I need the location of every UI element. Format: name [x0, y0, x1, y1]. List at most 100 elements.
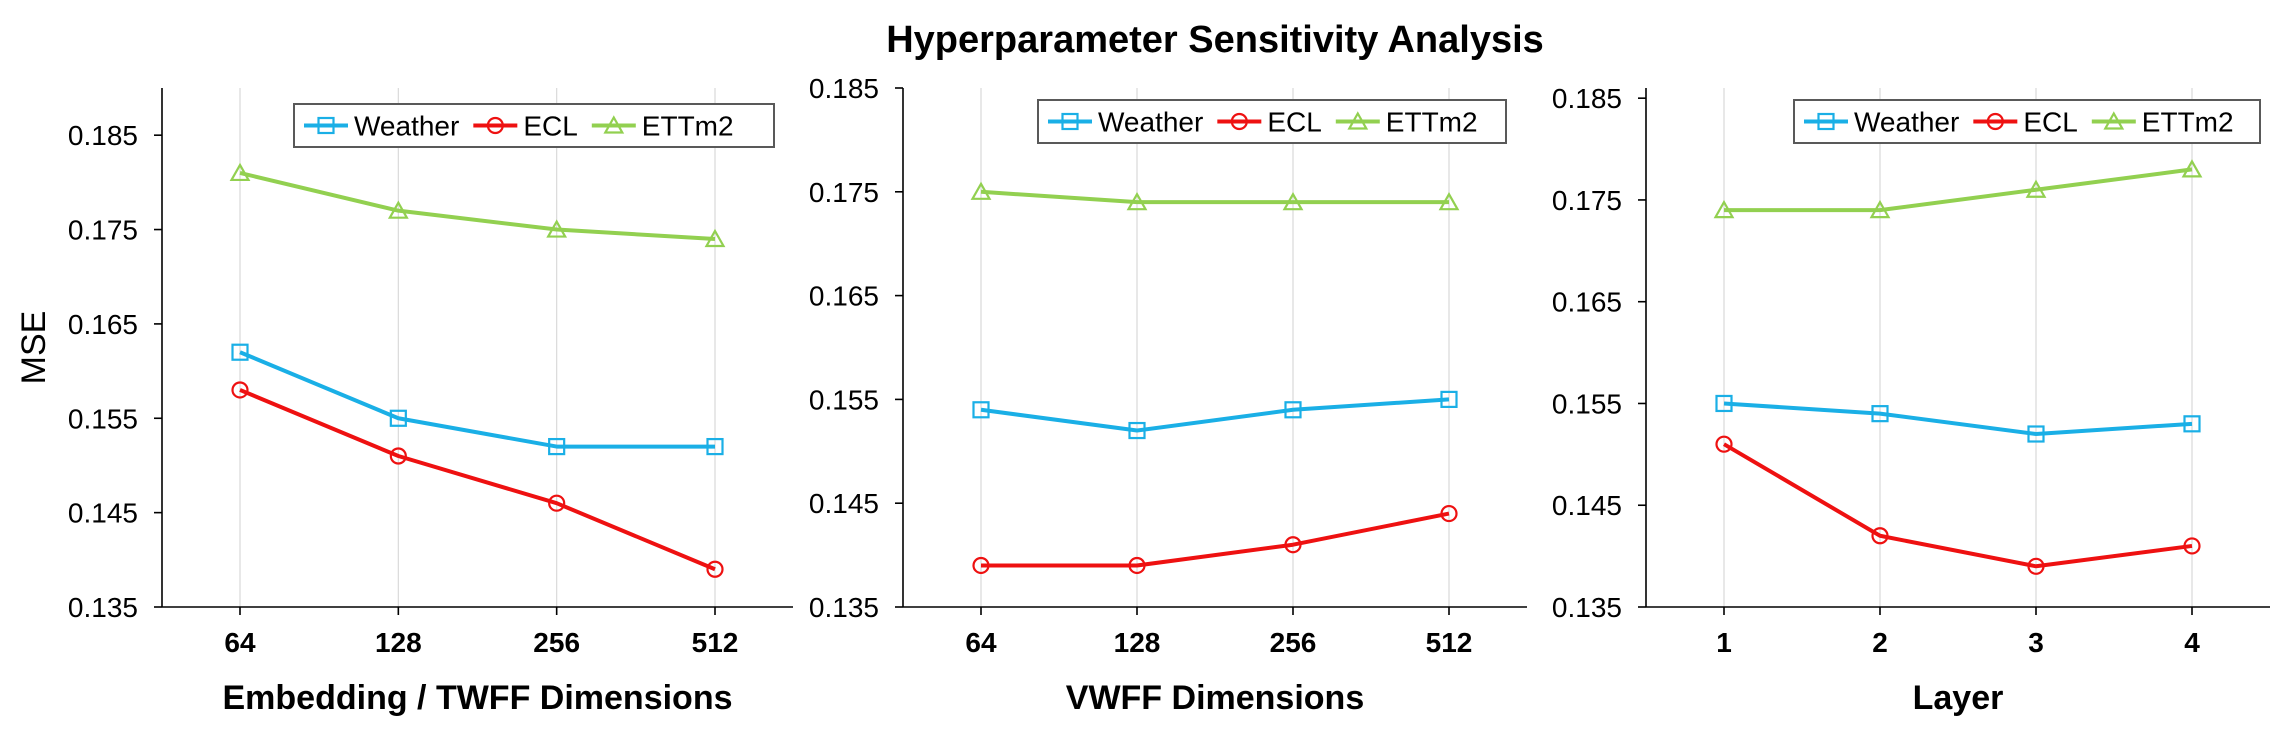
legend-box [1793, 99, 2261, 144]
legend-label-ettm2: ETTm2 [1386, 107, 1478, 138]
data-point-weather [1128, 421, 1146, 440]
legend-label-weather: Weather [1854, 107, 1959, 138]
y-tick-label: 0.145 [68, 498, 138, 529]
legend: Weather ECL ETTm2 [1793, 99, 2261, 144]
data-point-ecl [972, 556, 990, 575]
data-point-ettm2 [2025, 179, 2047, 198]
data-point-weather [706, 437, 724, 456]
x-axis-label: VWFF Dimensions [1066, 679, 1364, 717]
legend-marker-ecl [486, 116, 504, 135]
legend-box [1037, 99, 1507, 144]
legend-marker-ecl [1230, 112, 1248, 131]
legend-label-ettm2: ETTm2 [2142, 107, 2234, 138]
chart-panel-2: 0.135 0.145 0.155 0.165 0.175 0.185 64 128 256 51… [809, 73, 1527, 717]
legend-marker-weather [1817, 112, 1835, 131]
legend-marker-ettm2 [603, 115, 625, 134]
data-point-weather [2027, 425, 2045, 443]
y-tick-label: 0.165 [809, 281, 879, 312]
data-point-weather [1284, 401, 1302, 419]
data-point-ettm2 [1438, 191, 1460, 211]
legend-label-ecl: ECL [2023, 107, 2077, 138]
y-tick-label: 0.185 [68, 120, 138, 151]
data-point-ettm2 [704, 228, 726, 248]
legend-label-ettm2: ETTm2 [642, 111, 734, 142]
data-point-weather [972, 401, 990, 419]
x-tick-label: 64 [224, 627, 256, 658]
legend-marker-weather [317, 116, 335, 135]
x-tick-label: 512 [692, 627, 739, 658]
y-tick-label: 0.155 [809, 384, 879, 415]
data-point-weather [231, 343, 249, 361]
data-point-ettm2 [1713, 199, 1735, 219]
data-point-ecl [548, 494, 566, 512]
x-tick-label: 1 [1716, 627, 1732, 658]
x-tick-label: 64 [965, 627, 997, 658]
data-point-weather [1440, 390, 1458, 408]
legend-marker-ettm2 [2103, 111, 2125, 130]
legend-marker-ecl [1986, 112, 2004, 131]
data-point-ecl [1440, 504, 1458, 523]
y-tick-label: 0.165 [1552, 287, 1622, 318]
legend-marker-ettm2 [1347, 111, 1369, 130]
x-tick-label: 4 [2184, 627, 2200, 658]
data-point-weather [548, 437, 566, 456]
data-point-ecl [1284, 536, 1302, 554]
x-tick-label: 128 [375, 627, 422, 658]
x-axis-label: Layer [1913, 679, 2004, 717]
x-tick-label: 128 [1114, 627, 1161, 658]
y-tick-label: 0.145 [1552, 490, 1622, 521]
y-tick-label: 0.135 [68, 592, 138, 623]
series-line-ecl [1722, 442, 2193, 569]
y-tick-label: 0.155 [1552, 388, 1622, 419]
data-point-ettm2 [229, 162, 251, 182]
x-tick-label: 512 [1426, 627, 1473, 658]
charts: 0.135 0.145 0.155 0.165 0.175 0.185 64 128 256 51… [15, 73, 2270, 717]
y-tick-label: 0.135 [1552, 592, 1622, 623]
series-line-ettm2 [239, 170, 716, 241]
data-point-weather [1715, 394, 1733, 413]
data-point-ecl [2027, 557, 2045, 575]
data-point-ettm2 [970, 181, 992, 200]
data-point-ettm2 [1126, 191, 1148, 211]
series-line-ecl [981, 511, 1450, 568]
data-point-ettm2 [1282, 191, 1304, 211]
x-tick-label: 3 [2028, 627, 2044, 658]
data-point-ettm2 [1869, 199, 1891, 219]
y-tick-label: 0.185 [809, 73, 879, 104]
y-tick-label: 0.135 [809, 592, 879, 623]
chart-panel-3: 0.135 0.145 0.155 0.165 0.175 0.185 1 2 3 4 Layer W… [1552, 83, 2270, 717]
data-point-ecl [389, 447, 407, 465]
series-line-weather [980, 397, 1450, 433]
data-point-ettm2 [2181, 159, 2203, 178]
data-point-weather [1871, 405, 1889, 423]
data-point-weather [2183, 415, 2201, 433]
y-tick-label: 0.175 [68, 215, 138, 246]
series-line-ettm2 [980, 189, 1449, 205]
legend-label-ecl: ECL [1267, 107, 1321, 138]
y-tick-label: 0.185 [1552, 83, 1622, 114]
legend-marker-weather [1061, 112, 1079, 131]
y-tick-label: 0.165 [68, 309, 138, 340]
series-line-weather [1723, 401, 2193, 436]
x-tick-label: 256 [533, 627, 580, 658]
x-tick-label: 2 [1872, 627, 1888, 658]
y-tick-label: 0.145 [809, 488, 879, 519]
legend-box [293, 103, 775, 148]
y-tick-label: 0.175 [809, 177, 879, 208]
legend-label-weather: Weather [354, 111, 459, 142]
data-point-ecl [1715, 435, 1733, 453]
data-point-ecl [1871, 527, 1889, 545]
legend: Weather ECL ETTm2 [1037, 99, 1507, 144]
series-line-ettm2 [1724, 167, 2193, 213]
y-tick-label: 0.175 [1552, 185, 1622, 216]
series-line-ecl [239, 388, 716, 572]
x-tick-label: 256 [1270, 627, 1317, 658]
legend-label-ecl: ECL [523, 111, 577, 142]
chart-panel-1: 0.135 0.145 0.155 0.165 0.175 0.185 64 128 256 51… [15, 88, 793, 717]
data-point-ecl [231, 381, 249, 399]
y-axis-label: MSE [15, 311, 53, 385]
data-point-ecl [2183, 537, 2201, 555]
data-point-ettm2 [546, 219, 568, 238]
legend-label-weather: Weather [1098, 107, 1203, 138]
